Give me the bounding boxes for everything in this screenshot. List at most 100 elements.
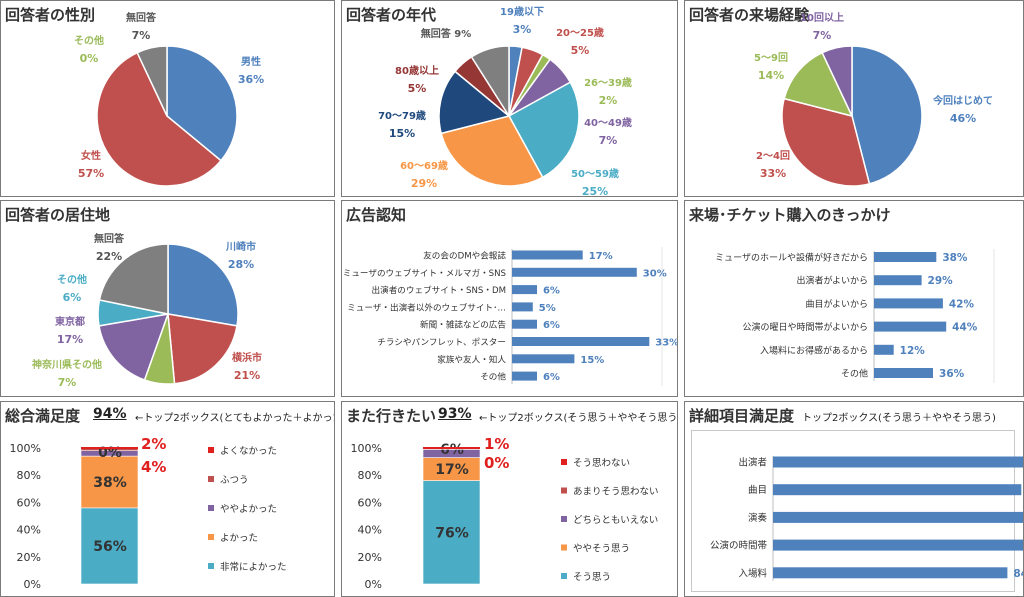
segment-label: 56% [93, 539, 127, 555]
slice-label: 40～49歳 [584, 116, 632, 129]
slice-value: 7% [58, 376, 77, 389]
slice-label: 無回答 [126, 11, 157, 24]
slice-value: 46% [950, 112, 976, 125]
stack-segment [80, 507, 139, 585]
slice-value: 7% [599, 134, 618, 147]
data-label: 6% [543, 320, 560, 331]
category-label: 公演の曜日や時間帯がよいから [742, 321, 868, 333]
bar [512, 250, 583, 260]
bar [773, 567, 1008, 579]
slice-label: 東京都 [55, 315, 85, 328]
bar [874, 275, 922, 286]
slice-value: 25% [582, 185, 608, 196]
pie-slice [783, 51, 854, 118]
slice-value: 6% [63, 291, 82, 304]
y-tick-label: 60% [358, 496, 382, 509]
category-label: 公演の時間帯 [710, 540, 768, 552]
slice-label: 2～4回 [756, 150, 790, 162]
bar [512, 354, 575, 364]
legend-label: あまりそう思わない [573, 487, 659, 498]
legend-label: そう思う [573, 572, 611, 583]
pie-slice [507, 81, 580, 179]
bar [773, 511, 1023, 523]
slice-label: 川崎市 [225, 240, 256, 253]
category-label: 曲目 [748, 485, 767, 496]
slice-value: 0% [80, 52, 99, 65]
category-label: 出演者のウェブサイト・SNS・DM [372, 284, 507, 296]
bar [773, 539, 1023, 551]
panel-title: 回答者の来場経験 [689, 6, 810, 24]
pie-slice [96, 51, 222, 187]
legend-label: ややよかった [220, 504, 277, 515]
segment-label: 1% [484, 435, 509, 453]
plot-frame [691, 430, 1015, 592]
slice-value: 29% [411, 177, 437, 190]
slice-label: 女性 [81, 149, 101, 162]
pie-chart-residence: 川崎市 28% 横浜市 21% 神奈川県その他 7% 東京都 17% その他 6% 無回答 22% [32, 232, 262, 389]
bar [512, 337, 650, 346]
slice-label: 26～39歳 [584, 76, 632, 89]
category-label: 曲目がよいから [805, 298, 868, 310]
panel-overall: 総合満足度 94% ←トップ2ボックス(とてもよかった＋よかった) 0% 20% 4… [0, 401, 335, 597]
y-tick-label: 20% [358, 551, 382, 564]
category-label: ミューザ・出演者以外のウェブサイト･… [347, 301, 506, 313]
bar [874, 252, 937, 262]
slice-value: 36% [238, 73, 264, 86]
slice-label: 5～9回 [754, 52, 788, 64]
slice-label: 19歳以下 [500, 5, 544, 18]
panel-residence: 回答者の居住地 川崎市 28% 横浜市 21% 神奈川県その他 7% 東京都 17% その他 6%… [0, 200, 335, 397]
bar-chart-detail: 出演者95%曲目89%演奏93%公演の時間帯94%入場料84% [710, 456, 1023, 581]
slice-value: 57% [78, 167, 104, 180]
bar [512, 319, 537, 329]
category-label: 友の会のDMや会報誌 [423, 250, 506, 262]
legend-label: よくなかった [220, 446, 277, 457]
bar [773, 456, 1023, 468]
legend-label: どちらともいえない [573, 515, 658, 526]
slice-value: 21% [234, 369, 260, 382]
pie-chart-age: 19歳以下 3% 20～25歳 5% 26～39歳 2% 40～49歳 7% 50～59歳 25%… [378, 5, 632, 196]
y-tick-label: 80% [17, 469, 41, 482]
legend-swatch [561, 544, 567, 551]
stack-segment [422, 480, 481, 585]
panel-trigger: 来場･チケット購入のきっかけ ミューザのホールや設備が好きだから 38% 出演者がよ… [684, 200, 1024, 397]
panel-detail: 詳細項目満足度 トップ2ボックス(そう思う＋ややそう思う) 出演者95%曲目89… [684, 401, 1024, 597]
slice-label: 男性 [241, 55, 261, 68]
data-label: 17% [589, 251, 613, 262]
data-label: 42% [949, 298, 975, 310]
top2-percentage: 94% [93, 406, 127, 422]
pie-slice [851, 45, 923, 185]
legend-label: ややそう思う [573, 544, 630, 555]
slice-label: 50～59歳 [571, 167, 619, 180]
pie-slice [781, 97, 871, 187]
data-label: 5% [539, 303, 556, 314]
slice-label: 10回以上 [800, 11, 844, 24]
slice-value: 5% [408, 82, 427, 95]
y-tick-label: 0% [24, 578, 41, 591]
top2-note: ←トップ2ボックス(とてもよかった＋よかった) [135, 413, 335, 424]
segment-label: 38% [93, 475, 127, 491]
y-tick-label: 40% [358, 524, 382, 537]
stacked-bar-chart-overall: 0%20%40%60%80%100%56%38%4%2%0% よくなかったふつうや… [10, 435, 287, 591]
category-label: その他 [841, 368, 868, 380]
segment-label: 76% [435, 525, 469, 541]
pie-slice [98, 313, 170, 381]
category-label: 出演者 [738, 457, 767, 469]
panel-visits: 回答者の来場経験 今回はじめて 46% 2～4回 33% 5～9回 14% 10回以上 7% [684, 0, 1024, 197]
data-label: 29% [928, 275, 954, 287]
bar [512, 267, 637, 277]
data-label: 6% [543, 286, 560, 297]
legend-swatch [208, 534, 214, 540]
panel-title: 総合満足度 [5, 407, 81, 425]
slice-label: その他 [74, 34, 104, 47]
pie-slice [166, 45, 238, 162]
legend-swatch [561, 516, 567, 522]
pie-chart-visits: 今回はじめて 46% 2～4回 33% 5～9回 14% 10回以上 7% [754, 11, 993, 187]
y-tick-label: 0% [365, 578, 382, 591]
y-tick-label: 80% [358, 469, 382, 482]
bar-chart-trigger: ミューザのホールや設備が好きだから 38% 出演者がよいから 29% 曲目がよいから 42… [715, 249, 995, 383]
segment-label: 6% [440, 442, 464, 458]
bar [512, 302, 533, 312]
panel-title: 来場･チケット購入のきっかけ [689, 206, 891, 224]
panel-gender: 回答者の性別 男性 36% 女性 57% その他 0% 無回答 7% [0, 0, 335, 197]
top2-percentage: 93% [438, 406, 472, 422]
